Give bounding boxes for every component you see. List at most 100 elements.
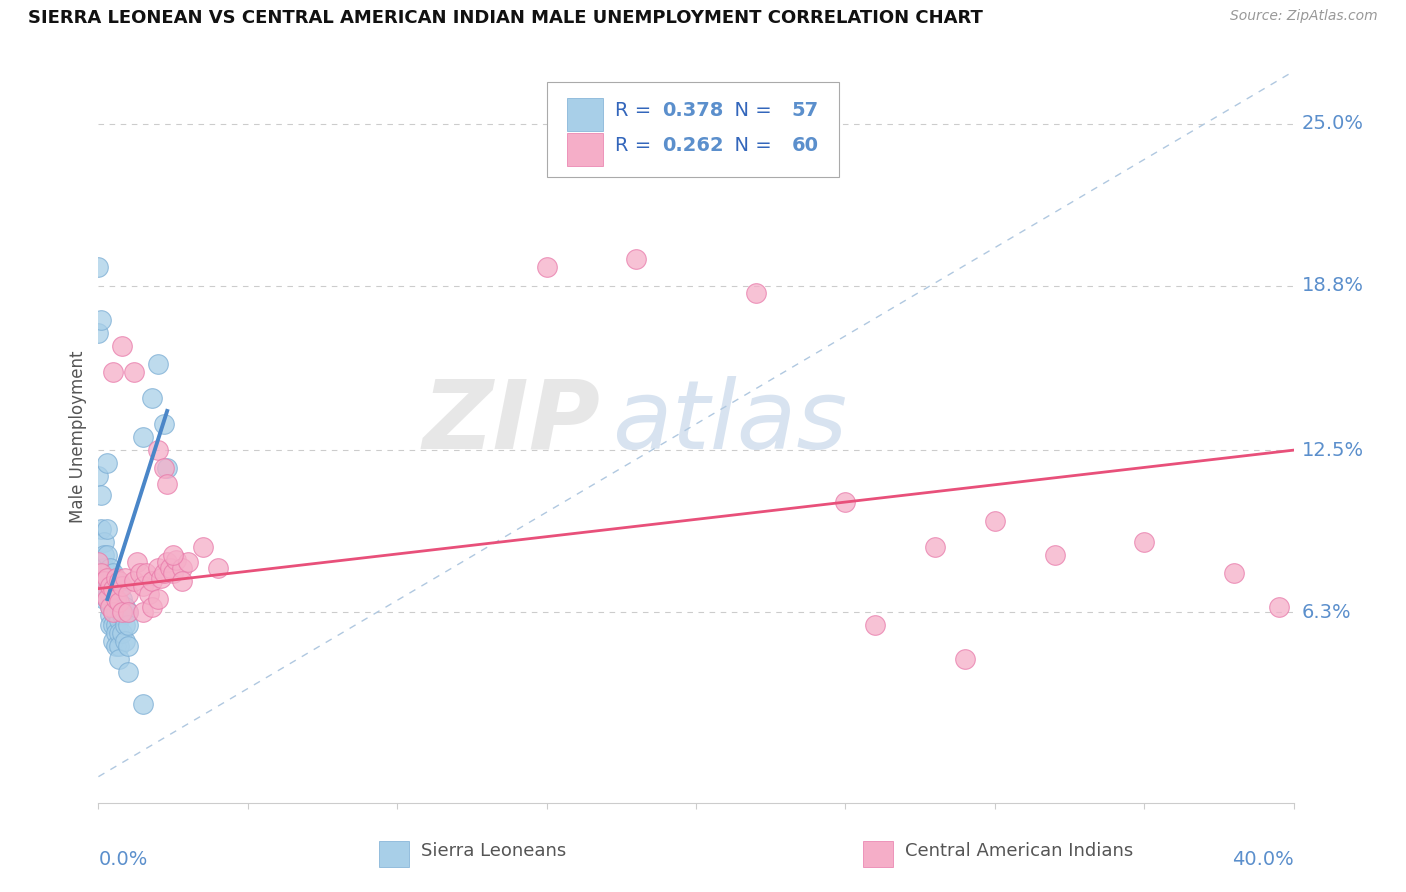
Point: [536, 260, 558, 275]
Point: [111, 605, 134, 619]
Text: 6.3%: 6.3%: [1302, 603, 1351, 622]
Point: [98, 574, 122, 588]
Point: [105, 626, 128, 640]
Point: [138, 587, 160, 601]
Point: [148, 560, 170, 574]
Point: [93, 574, 115, 588]
Point: [98, 599, 122, 614]
Point: [153, 566, 176, 580]
Point: [98, 560, 122, 574]
Point: [105, 592, 128, 607]
Point: [117, 605, 139, 619]
Point: [156, 461, 179, 475]
Point: [177, 556, 200, 570]
Text: 25.0%: 25.0%: [1302, 114, 1364, 133]
Point: [148, 443, 170, 458]
Point: [98, 607, 122, 622]
Text: ZIP: ZIP: [422, 376, 600, 469]
Point: [191, 540, 214, 554]
Point: [105, 618, 128, 632]
Point: [127, 556, 149, 570]
Point: [148, 357, 170, 371]
Point: [159, 560, 181, 574]
Point: [111, 339, 134, 353]
Point: [108, 574, 131, 588]
Point: [108, 626, 131, 640]
Point: [105, 592, 128, 607]
Text: SIERRA LEONEAN VS CENTRAL AMERICAN INDIAN MALE UNEMPLOYMENT CORRELATION CHART: SIERRA LEONEAN VS CENTRAL AMERICAN INDIA…: [28, 9, 983, 27]
Point: [156, 477, 179, 491]
Point: [96, 582, 118, 596]
FancyBboxPatch shape: [380, 841, 409, 867]
Point: [96, 548, 118, 562]
Point: [98, 587, 122, 601]
Point: [103, 605, 125, 619]
Point: [165, 553, 187, 567]
Point: [172, 560, 194, 574]
Point: [103, 605, 125, 619]
Point: [87, 326, 110, 340]
Point: [924, 540, 946, 554]
Point: [103, 633, 125, 648]
Point: [117, 605, 139, 619]
Point: [103, 582, 125, 596]
Point: [108, 613, 131, 627]
Point: [141, 391, 163, 405]
Point: [141, 574, 163, 588]
Point: [117, 639, 139, 653]
Point: [87, 260, 110, 275]
Point: [953, 652, 976, 666]
Point: [834, 495, 856, 509]
FancyBboxPatch shape: [547, 82, 839, 178]
Point: [117, 665, 139, 680]
Point: [150, 571, 173, 585]
Point: [132, 697, 155, 711]
Point: [105, 574, 128, 588]
Point: [745, 286, 768, 301]
Point: [207, 560, 229, 574]
Point: [96, 592, 118, 607]
Point: [90, 487, 112, 501]
Text: 40.0%: 40.0%: [1232, 850, 1294, 869]
Point: [1133, 534, 1156, 549]
Point: [105, 571, 128, 585]
Point: [105, 639, 128, 653]
Point: [148, 592, 170, 607]
Text: 12.5%: 12.5%: [1302, 441, 1364, 459]
Point: [103, 592, 125, 607]
Point: [132, 605, 155, 619]
Point: [103, 365, 125, 379]
Point: [865, 618, 887, 632]
Point: [98, 599, 122, 614]
Point: [90, 521, 112, 535]
Point: [96, 574, 118, 588]
Point: [132, 430, 155, 444]
Point: [90, 566, 112, 580]
Point: [153, 461, 176, 475]
Point: [93, 592, 115, 607]
Text: 0.378: 0.378: [662, 101, 724, 120]
Point: [108, 639, 131, 653]
Point: [103, 582, 125, 596]
Point: [87, 469, 110, 483]
Text: 0.262: 0.262: [662, 136, 724, 155]
Text: R =: R =: [614, 136, 657, 155]
Point: [96, 592, 118, 607]
Point: [135, 566, 157, 580]
Point: [117, 618, 139, 632]
Point: [108, 652, 131, 666]
Point: [111, 626, 134, 640]
Point: [172, 574, 194, 588]
Point: [93, 574, 115, 588]
Point: [93, 560, 115, 574]
Point: [624, 252, 647, 267]
Point: [983, 514, 1005, 528]
Point: [98, 579, 122, 593]
Point: [162, 566, 184, 580]
Point: [124, 574, 146, 588]
Point: [1043, 548, 1066, 562]
Point: [93, 582, 115, 596]
Text: N =: N =: [723, 101, 779, 120]
Point: [1267, 599, 1289, 614]
Point: [111, 607, 134, 622]
